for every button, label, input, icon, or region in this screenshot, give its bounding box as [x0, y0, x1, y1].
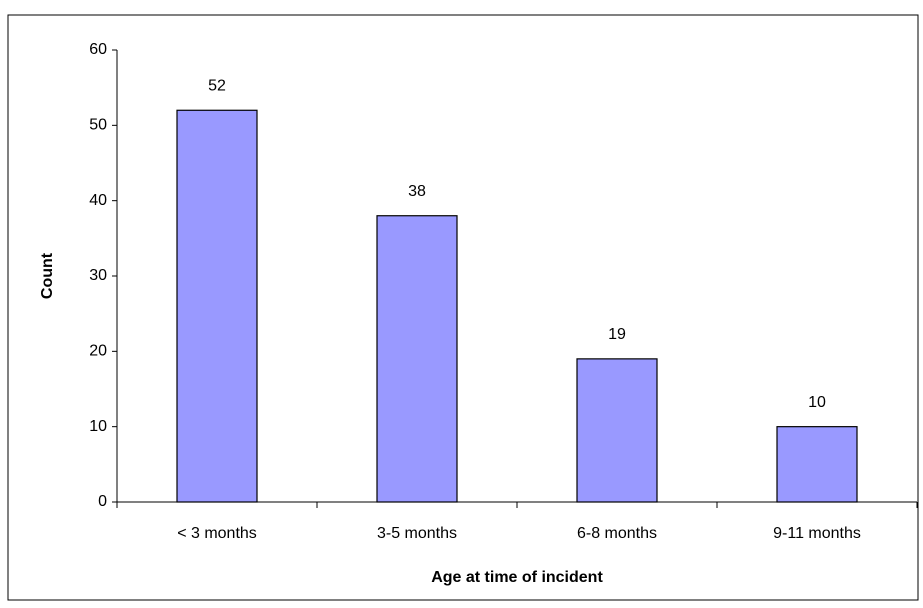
y-tick-label: 40 — [89, 192, 107, 209]
x-tick-label: 9-11 months — [773, 525, 861, 542]
data-label: 38 — [408, 183, 426, 200]
y-axis-title: Count — [39, 252, 56, 299]
x-tick-label: 6-8 months — [577, 525, 657, 542]
y-tick-label: 20 — [89, 343, 107, 360]
y-tick-label: 30 — [89, 267, 107, 284]
bar — [776, 426, 858, 503]
x-axis-title: Age at time of incident — [431, 569, 603, 586]
bar — [176, 109, 258, 503]
x-tick-label: < 3 months — [177, 525, 257, 542]
y-tick-label: 60 — [89, 41, 107, 58]
x-tick-label: 3-5 months — [377, 525, 457, 542]
y-tick-label: 10 — [89, 418, 107, 435]
data-label: 52 — [208, 77, 226, 94]
data-label: 19 — [608, 326, 626, 343]
bar — [376, 215, 458, 503]
y-tick-label: 0 — [98, 493, 107, 510]
data-label: 10 — [808, 394, 826, 411]
chart-border — [7, 14, 919, 601]
y-tick-label: 50 — [89, 117, 107, 134]
bar — [576, 358, 658, 503]
